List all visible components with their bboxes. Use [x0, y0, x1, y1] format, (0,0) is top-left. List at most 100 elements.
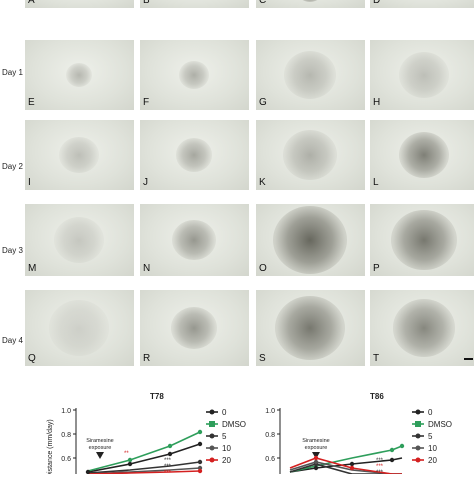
legend-marker: [209, 433, 215, 439]
y-tick-label: 1.0: [265, 408, 275, 415]
micrograph-panel-l: L: [370, 120, 474, 190]
row-label-day4: Day 4: [2, 336, 23, 345]
legend-marker: [415, 421, 421, 427]
panel-letter-m: M: [28, 263, 37, 274]
panel-letter-c: C: [259, 0, 267, 6]
data-point: [197, 468, 203, 474]
scale-bar: [464, 358, 473, 360]
annotation-line2: exposure: [305, 445, 328, 451]
legend-label-10: 10: [428, 444, 437, 453]
series-line-5: [87, 461, 201, 474]
significance-mark: ***: [164, 458, 172, 464]
spheroid-image: [172, 219, 216, 261]
panel-letter-r: R: [143, 353, 151, 364]
micrograph-panel-i: I: [25, 120, 134, 190]
legend-marker: [209, 421, 215, 427]
annotation-line1: Siramesine: [302, 438, 330, 444]
y-axis-label: Distance (mm/day): [47, 419, 54, 474]
chart-t78-svg: 1.0 0.8 0.6 Distance (mm/day) Siramesineexpo…: [47, 408, 246, 478]
significance-mark: ***: [164, 464, 172, 470]
spheroid-image: [391, 209, 457, 271]
series-line-0: [87, 443, 201, 473]
y-tick-label: 0.6: [265, 456, 275, 463]
panel-letter-s: S: [259, 353, 266, 364]
micrograph-panel-s: S: [256, 290, 365, 366]
spheroid-image: [284, 51, 336, 99]
panel-letter-g: G: [259, 97, 267, 108]
legend-label-5: 5: [222, 432, 227, 441]
micrograph-panel-h: H: [370, 40, 474, 110]
significance-mark: ***: [164, 470, 172, 474]
annotation-line1: Siramesine: [86, 438, 114, 444]
spheroid-image: [283, 130, 337, 180]
spheroid-image: [275, 295, 345, 361]
spheroid-image: [176, 138, 212, 172]
data-point: [167, 443, 173, 449]
data-point: [349, 465, 355, 471]
panel-letter-b: B: [143, 0, 150, 6]
data-point: [167, 451, 173, 457]
spheroid-image: [273, 205, 347, 275]
panel-letter-d: D: [373, 0, 381, 6]
panel-letter-h: H: [373, 97, 381, 108]
y-tick-label: 0.8: [61, 432, 71, 439]
row-label-day3: Day 3: [2, 246, 23, 255]
data-point: [389, 457, 395, 463]
legend-marker: [209, 457, 215, 463]
micrograph-panel-n: N: [140, 204, 249, 276]
legend-label-10: 10: [222, 444, 231, 453]
data-point: [197, 429, 203, 435]
data-point: [313, 459, 319, 465]
panel-letter-l: L: [373, 177, 379, 188]
legend-label-20: 20: [428, 456, 437, 465]
legend-marker: [209, 445, 215, 451]
panel-letter-i: I: [28, 177, 31, 188]
panel-letter-q: Q: [28, 353, 36, 364]
significance-mark: **: [124, 451, 129, 457]
legend-marker: [415, 445, 421, 451]
y-tick-label: 1.0: [61, 408, 71, 415]
series-line-dmso: [87, 431, 201, 472]
panel-letter-p: P: [373, 263, 380, 274]
micrograph-panel-g: G: [256, 40, 365, 110]
spheroid-image: [179, 61, 209, 89]
spheroid-image: [66, 63, 92, 87]
spheroid-image: [49, 300, 109, 356]
legend-marker: [415, 433, 421, 439]
significance-mark: ***: [376, 470, 384, 474]
spheroid-image: [59, 136, 99, 174]
group-label-t78: T78: [150, 392, 164, 401]
panel-letter-t: T: [373, 353, 380, 364]
y-tick-label: 0.6: [61, 456, 71, 463]
data-point: [127, 457, 133, 463]
legend-label-20: 20: [222, 456, 231, 465]
data-point: [127, 461, 133, 467]
panel-letter-a: A: [28, 0, 35, 6]
data-point: [85, 469, 91, 475]
significance-mark: ***: [376, 464, 384, 470]
micrograph-panel-o: O: [256, 204, 365, 276]
legend-label-0: 0: [428, 408, 433, 417]
panel-letter-k: K: [259, 177, 266, 188]
panel-letter-n: N: [143, 263, 151, 274]
data-point: [313, 455, 319, 461]
data-point: [313, 465, 319, 471]
micrograph-panel-d: D: [370, 0, 474, 8]
spheroid-image: [296, 0, 324, 2]
micrograph-panel-e: E: [25, 40, 134, 110]
panel-letter-j: J: [143, 177, 148, 188]
legend-marker: [415, 457, 421, 463]
spheroid-image: [54, 217, 104, 263]
row-label-day1: Day 1: [2, 68, 23, 77]
legend-label-dmso: DMSO: [428, 420, 452, 429]
annotation-line2: exposure: [89, 445, 112, 451]
data-point: [389, 447, 395, 453]
spheroid-image: [399, 52, 449, 98]
spheroid-image: [171, 306, 217, 350]
exposure-arrow: [96, 452, 104, 459]
panel-letter-o: O: [259, 263, 267, 274]
y-tick-label: 0.8: [265, 432, 275, 439]
micrograph-panel-k: K: [256, 120, 365, 190]
spheroid-image: [399, 132, 449, 178]
